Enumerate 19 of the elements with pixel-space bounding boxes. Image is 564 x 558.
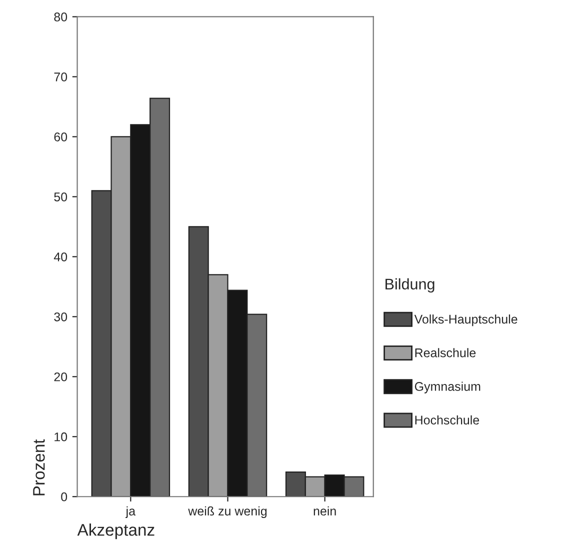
legend-title: Bildung <box>386 278 434 293</box>
y-tick-label: 70 <box>54 72 68 82</box>
y-tick-label: 50 <box>54 192 68 202</box>
y-tick-label: 20 <box>54 372 68 382</box>
y-tick-label: 60 <box>54 132 68 142</box>
x-axis-title: Akzeptanz <box>77 524 154 540</box>
y-tick-label: 80 <box>54 12 68 22</box>
legend-label: Realschule <box>415 348 476 358</box>
legend-label: Volks-Hauptschule <box>414 314 518 326</box>
x-tick-label: nein <box>314 506 336 516</box>
legend-label: Gymnasium <box>414 382 480 394</box>
y-tick-label: 10 <box>54 432 68 442</box>
y-tick-label: 40 <box>54 252 68 262</box>
legend-label: Hochschule <box>415 415 480 425</box>
y-axis-title: Prozent <box>33 439 45 496</box>
x-tick-label: ja <box>125 506 136 518</box>
y-tick-label: 30 <box>54 312 68 322</box>
x-tick-label: weiß zu wenig <box>188 506 267 518</box>
y-tick-label: 0 <box>61 492 68 502</box>
